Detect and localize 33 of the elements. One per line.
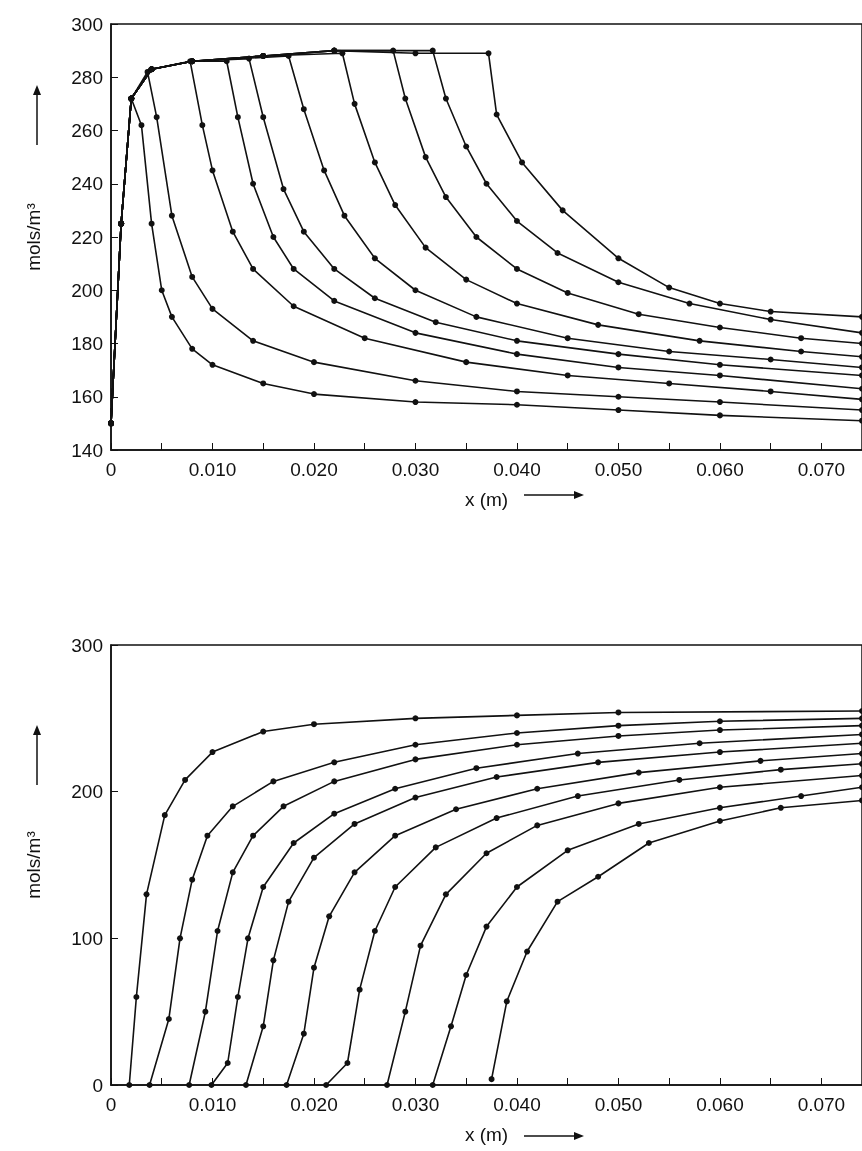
x-tick-label: 0 [105, 1094, 117, 1115]
x-tick-label: 0.030 [391, 1094, 440, 1115]
x-axis-title: x (m) [464, 1124, 509, 1145]
y-axis-title: mols/m³ [23, 831, 44, 899]
x-tick-label: 0.040 [493, 1094, 541, 1115]
x-tick-label: 0.040 [493, 459, 541, 480]
x-axis-title: x (m) [464, 489, 509, 510]
x-tick-label: 0.020 [290, 459, 338, 480]
y-tick-label: 300 [71, 13, 103, 35]
y-tick-label: 200 [71, 781, 103, 803]
y-tick-label: 100 [71, 927, 103, 949]
x-tick-label: 0.050 [594, 1094, 643, 1115]
x-tick-label: 0.010 [188, 459, 237, 480]
y-tick-label: 200 [71, 279, 103, 301]
x-tick-label: 0.060 [696, 459, 744, 480]
y-tick-label: 300 [71, 634, 103, 656]
y-tick-label: 180 [71, 333, 103, 354]
x-tick-label: 0.070 [797, 459, 846, 480]
y-tick-label: 140 [71, 439, 103, 461]
x-tick-label: 0.020 [290, 1094, 338, 1115]
x-tick-label: 0.010 [188, 1094, 237, 1115]
x-tick-label: 0.030 [391, 459, 440, 480]
y-tick-label: 260 [71, 120, 103, 141]
y-axis-title: mols/m³ [23, 203, 44, 271]
y-tick-label: 220 [71, 226, 103, 248]
y-tick-label: 240 [71, 173, 103, 195]
x-tick-label: 0 [105, 459, 117, 480]
y-tick-label: 280 [71, 66, 103, 88]
x-tick-label: 0.060 [696, 1094, 744, 1115]
y-tick-label: 0 [92, 1074, 103, 1096]
y-tick-label: 160 [71, 386, 103, 408]
x-tick-label: 0.070 [797, 1094, 846, 1115]
x-tick-label: 0.050 [594, 459, 643, 480]
